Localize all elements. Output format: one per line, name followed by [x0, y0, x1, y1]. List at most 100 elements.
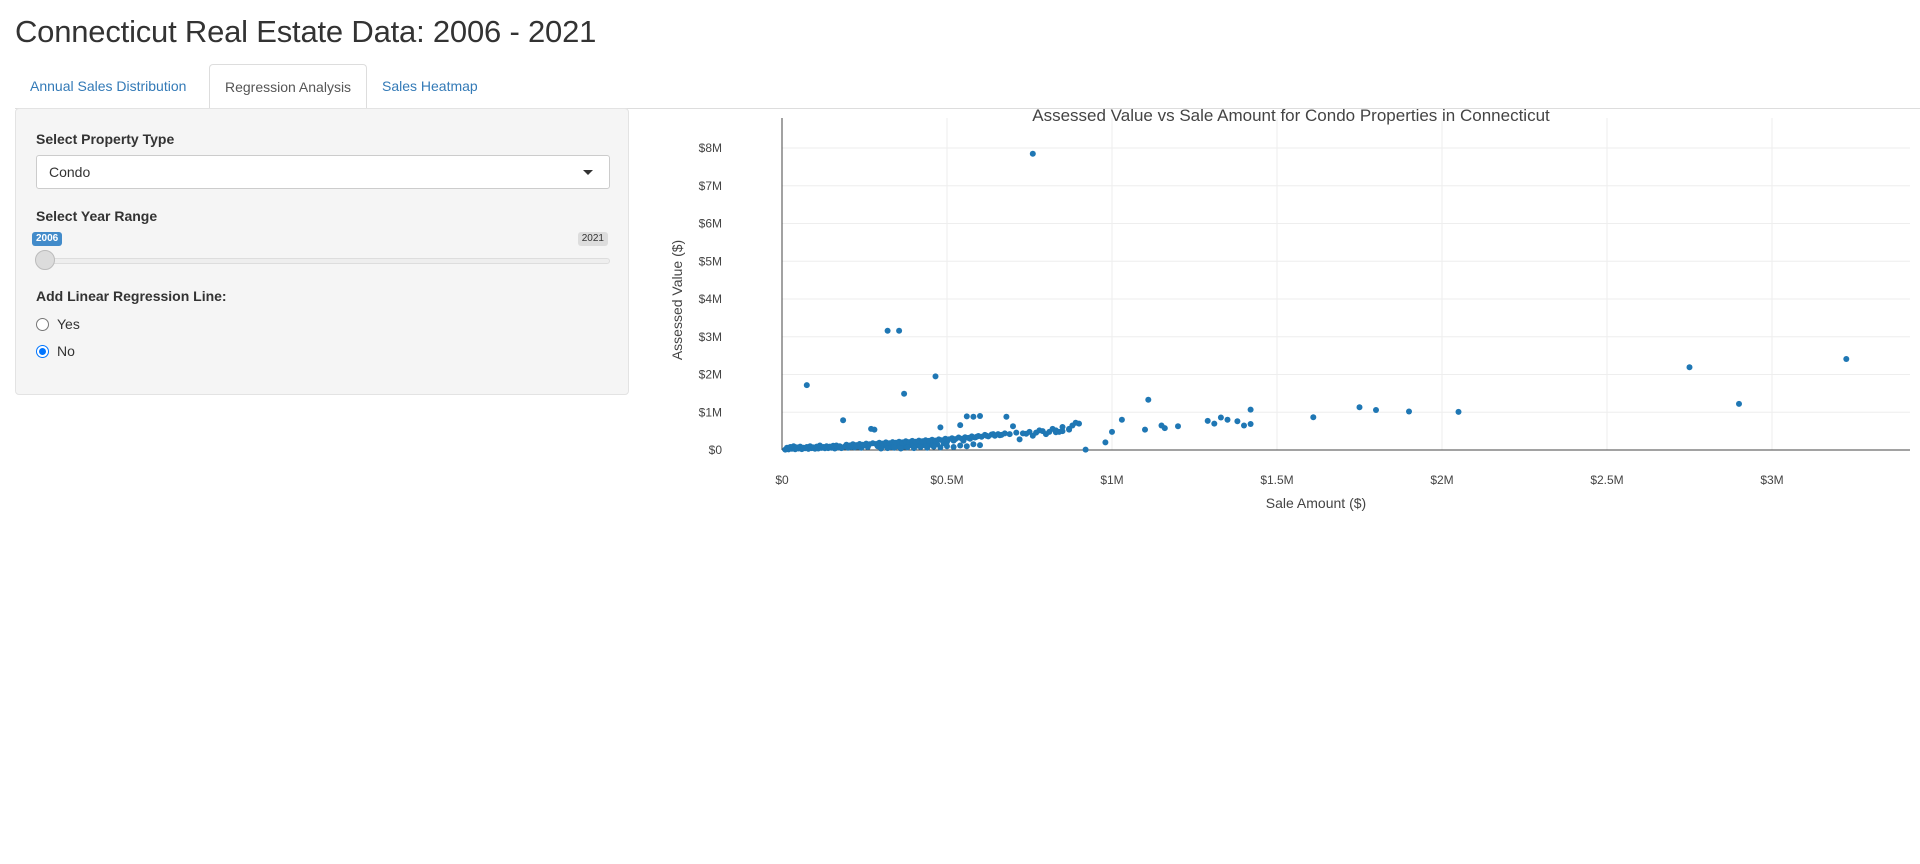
- scatter-point: [1059, 428, 1066, 435]
- scatter-point: [1029, 150, 1036, 157]
- y-tick-label: $3M: [699, 330, 722, 344]
- tab-regression-analysis[interactable]: Regression Analysis: [209, 64, 368, 109]
- chevron-down-icon: [583, 170, 593, 175]
- scatter-point: [1310, 414, 1317, 421]
- scatter-point: [1016, 436, 1023, 443]
- scatter-point: [1175, 423, 1181, 430]
- scatter-point: [911, 445, 917, 452]
- year-range-slider-handle[interactable]: [35, 250, 55, 270]
- scatter-point: [932, 373, 939, 380]
- tab-sales-heatmap[interactable]: Sales Heatmap: [382, 78, 478, 94]
- radio-no-label: No: [57, 343, 75, 359]
- scatter-point: [1455, 408, 1462, 415]
- year-range-slider-track[interactable]: [42, 258, 610, 264]
- radio-no[interactable]: [36, 344, 49, 358]
- scatter-point: [1019, 430, 1026, 437]
- scatter-point: [1001, 430, 1008, 437]
- year-range-label: Select Year Range: [36, 208, 158, 224]
- scatter-point: [1145, 396, 1152, 403]
- scatter-point: [836, 443, 843, 450]
- scatter-point: [937, 424, 944, 431]
- scatter-point: [1033, 429, 1040, 436]
- scatter-point: [901, 390, 908, 397]
- scatter-point: [878, 445, 884, 452]
- scatter-point: [1211, 420, 1218, 427]
- y-tick-label: $7M: [699, 179, 722, 193]
- scatter-point: [963, 443, 970, 450]
- radio-option-no[interactable]: No: [36, 341, 75, 361]
- chart-title: Assessed Value vs Sale Amount for Condo …: [1032, 106, 1550, 125]
- scatter-point: [1686, 364, 1693, 371]
- radio-yes-label: Yes: [57, 316, 80, 332]
- y-tick-label: $5M: [699, 254, 722, 268]
- regression-line-label: Add Linear Regression Line:: [36, 288, 227, 304]
- property-type-select[interactable]: Condo: [36, 155, 610, 189]
- scatter-point: [891, 444, 898, 451]
- scatter-point: [937, 444, 944, 451]
- scatter-point: [1234, 418, 1241, 425]
- scatter-point: [924, 444, 931, 451]
- scatter-point: [1109, 428, 1115, 435]
- scatter-point: [1066, 425, 1073, 432]
- scatter-point: [917, 444, 924, 450]
- scatter-chart-svg: Assessed Value vs Sale Amount for Condo …: [669, 106, 1910, 511]
- property-type-label: Select Property Type: [36, 131, 175, 147]
- scatter-point: [1142, 426, 1148, 433]
- scatter-point: [803, 382, 810, 389]
- scatter-point: [884, 327, 891, 334]
- scatter-point: [1082, 446, 1089, 453]
- scatter-point: [957, 442, 964, 449]
- scatter-point: [963, 413, 970, 420]
- scatter-point: [904, 444, 911, 451]
- x-tick-label: $0.5M: [930, 473, 963, 487]
- radio-option-yes[interactable]: Yes: [36, 314, 80, 334]
- radio-yes[interactable]: [36, 317, 49, 331]
- sidebar-panel: Select Property Type Condo Select Year R…: [15, 108, 629, 395]
- scatter-chart: Assessed Value vs Sale Amount for Condo …: [660, 100, 1920, 520]
- scatter-point: [977, 442, 983, 449]
- scatter-point: [1026, 428, 1033, 435]
- x-tick-label: $0: [775, 473, 789, 487]
- scatter-point: [1059, 424, 1066, 430]
- scatter-point: [1013, 429, 1020, 436]
- scatter-point: [1247, 406, 1254, 413]
- scatter-point: [1003, 413, 1010, 420]
- scatter-point: [944, 443, 950, 450]
- y-axis-label: Assessed Value ($): [669, 240, 685, 360]
- scatter-point: [1241, 422, 1247, 429]
- scatter-point: [1217, 414, 1224, 421]
- property-type-value: Condo: [49, 164, 91, 180]
- scatter-point: [957, 422, 964, 429]
- scatter-point: [970, 441, 977, 448]
- scatter-point: [1204, 417, 1211, 424]
- scatter-point: [970, 413, 977, 420]
- scatter-point: [1006, 431, 1013, 438]
- scatter-point: [950, 444, 957, 450]
- y-tick-label: $0: [709, 443, 723, 457]
- x-tick-label: $3M: [1760, 473, 1783, 487]
- x-tick-label: $1M: [1100, 473, 1123, 487]
- scatter-point: [1046, 428, 1053, 435]
- y-tick-label: $8M: [699, 141, 722, 155]
- scatter-point: [897, 445, 904, 452]
- page-title: Connecticut Real Estate Data: 2006 - 202…: [15, 14, 597, 49]
- scatter-point: [1406, 408, 1412, 415]
- scatter-point: [1373, 407, 1379, 413]
- scatter-point: [977, 413, 983, 419]
- scatter-point: [884, 445, 891, 452]
- scatter-point: [1010, 423, 1016, 430]
- scatter-point: [1118, 416, 1125, 423]
- scatter-point: [1039, 428, 1046, 435]
- scatter-point: [1224, 416, 1231, 423]
- scatter-point: [868, 425, 875, 432]
- scatter-point: [1843, 356, 1850, 362]
- tab-bar: Annual Sales Distribution Regression Ana…: [15, 64, 1920, 109]
- tab-annual-sales-distribution[interactable]: Annual Sales Distribution: [30, 78, 187, 94]
- scatter-point: [1158, 422, 1165, 429]
- x-tick-label: $2.5M: [1590, 473, 1623, 487]
- scatter-point: [1102, 439, 1109, 446]
- y-tick-label: $2M: [699, 368, 722, 382]
- slider-from-label: 2006: [32, 232, 63, 246]
- scatter-point: [930, 443, 937, 450]
- x-axis-label: Sale Amount ($): [1266, 495, 1366, 511]
